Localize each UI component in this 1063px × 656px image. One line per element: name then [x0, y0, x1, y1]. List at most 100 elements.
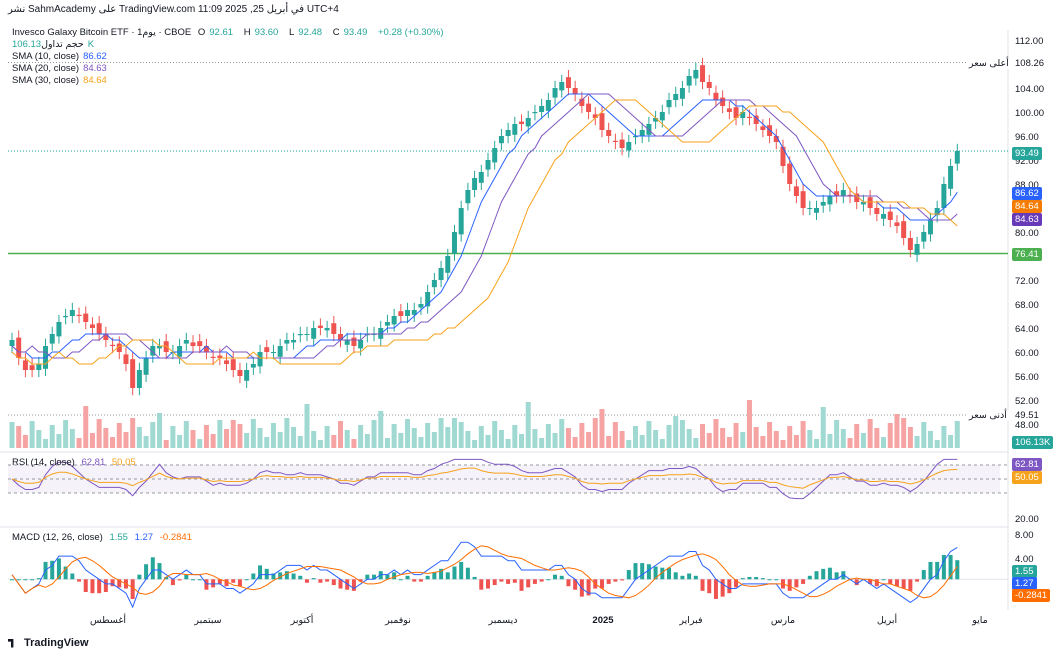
candle-body — [586, 103, 592, 112]
volume-bar — [391, 424, 397, 448]
candle-body — [619, 139, 625, 148]
candle-body — [203, 346, 209, 352]
macd-hist-bar — [660, 567, 665, 580]
macd-hist-bar — [358, 579, 363, 582]
volume-bar — [954, 421, 960, 448]
volume-bar — [69, 429, 75, 448]
macd-hist-bar — [599, 579, 604, 589]
volume-bar — [123, 432, 129, 448]
candle-body — [156, 346, 162, 349]
volume-bar — [927, 431, 933, 448]
macd-hist-bar — [774, 579, 779, 581]
macd-hist-bar — [170, 579, 175, 586]
volume-bar — [351, 439, 357, 448]
macd-hist-bar — [432, 572, 437, 580]
macd-hist-bar — [559, 575, 564, 580]
low-value: 49.51 — [1015, 410, 1039, 421]
macd-hist-bar — [486, 579, 490, 589]
sma10-value: 86.62 — [83, 51, 107, 62]
symbol-name: Invesco Galaxy Bitcoin ETF · يوم1 · CBOE — [12, 27, 192, 38]
volume-bar — [472, 440, 478, 448]
macd-signal-line — [11, 545, 958, 599]
sma10-legend[interactable]: SMA (10, close) 86.62 — [12, 51, 111, 62]
volume-bar — [458, 422, 464, 448]
volume-badge: 106.13K — [1012, 436, 1054, 449]
volume-bar — [659, 439, 665, 448]
volume-bar — [63, 420, 69, 448]
tradingview-logo[interactable]: TradingView — [8, 637, 89, 649]
candle-body — [505, 130, 511, 136]
volume-bar — [887, 423, 893, 448]
volume-bar — [767, 422, 773, 448]
volume-legend[interactable]: حجم تداول106.13K — [12, 39, 98, 50]
volume-bar — [820, 407, 826, 448]
volume-bar — [230, 420, 236, 448]
macd-hist-bar — [271, 573, 276, 580]
macd-hist-bar — [740, 578, 745, 580]
macd-hist-bar — [908, 579, 913, 591]
candle-body — [478, 172, 484, 183]
candle-body — [257, 352, 263, 367]
volume-bar — [76, 438, 82, 448]
volume-bar — [545, 424, 551, 448]
sma30-legend[interactable]: SMA (30, close) 84.64 — [12, 75, 111, 86]
candle-body — [860, 202, 866, 205]
date-tick: مارس — [770, 615, 796, 626]
volume-bar — [96, 419, 102, 448]
volume-bar — [257, 428, 263, 448]
sma20-value: 84.63 — [83, 63, 107, 74]
candle-body — [177, 346, 183, 357]
volume-bar — [451, 418, 457, 448]
candle-body — [760, 126, 766, 130]
macd-hist-bar — [680, 575, 685, 580]
volume-bar — [606, 436, 612, 448]
volume-bar — [592, 418, 598, 448]
macd-hist-bar — [385, 574, 390, 580]
candle-body — [679, 88, 685, 99]
macd-hist-bar — [70, 573, 75, 580]
macd-hist-bar — [164, 576, 169, 580]
macd-hist-bar — [512, 579, 517, 583]
candle-body — [311, 328, 317, 339]
volume-bar — [793, 435, 799, 448]
volume-bar — [934, 440, 940, 448]
macd-signal-value: -0.2841 — [159, 532, 192, 543]
price-tick: 88.00 — [1015, 180, 1039, 191]
macd-hist-bar — [894, 579, 899, 587]
candle-body — [438, 268, 444, 280]
macd-hist-bar — [553, 574, 558, 580]
symbol-legend: Invesco Galaxy Bitcoin ETF · يوم1 · CBOE… — [12, 27, 448, 38]
volume-bar — [277, 432, 283, 448]
rsi-legend[interactable]: RSI (14, close) 62.81 50.05 — [12, 457, 140, 468]
volume-bar — [136, 427, 142, 448]
candle-body — [264, 347, 270, 352]
volume-bar — [311, 431, 317, 448]
volume-value: 106.13K — [12, 39, 95, 50]
candle-body — [224, 360, 230, 364]
candle-body — [297, 334, 303, 336]
rsi-ma-line — [11, 467, 958, 489]
macd-hist-bar — [539, 579, 544, 582]
volume-bar — [190, 430, 196, 448]
macd-hist-bar — [633, 563, 638, 580]
candle-body — [901, 221, 907, 238]
candle-body — [56, 322, 62, 337]
volume-bar — [244, 433, 250, 448]
macd-hist-bar — [854, 579, 859, 586]
candle-body — [800, 191, 806, 208]
macd-hist-bar — [935, 561, 940, 580]
macd-legend[interactable]: MACD (12, 26, close) 1.55 1.27 -0.2841 — [12, 532, 196, 543]
volume-bar — [284, 418, 290, 448]
candle-body — [498, 136, 504, 144]
volume-bar — [686, 429, 692, 448]
candle-body — [921, 232, 927, 242]
sma20-legend[interactable]: SMA (20, close) 84.63 — [12, 63, 111, 74]
candle-body — [512, 124, 518, 135]
candle-body — [136, 370, 142, 388]
volume-bar — [773, 431, 779, 448]
candle-body — [746, 116, 752, 118]
volume-bar — [559, 419, 565, 448]
volume-bar — [163, 440, 169, 448]
volume-bar — [814, 439, 820, 448]
